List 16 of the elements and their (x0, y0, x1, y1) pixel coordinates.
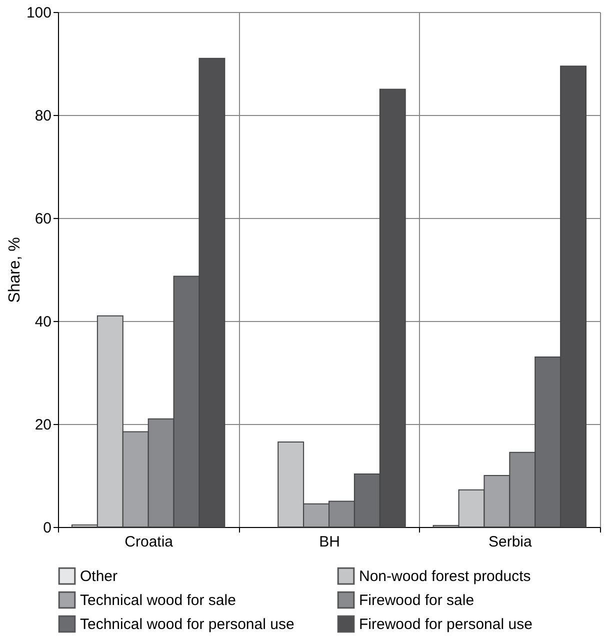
x-tick-label: BH (319, 534, 340, 550)
y-tick-label: 100 (26, 4, 52, 22)
legend-label: Non-wood forest products (359, 568, 531, 586)
y-axis-title: Share, % (6, 237, 24, 303)
legend-label: Other (80, 568, 118, 586)
y-tick-label: 0 (43, 520, 52, 536)
y-tick-label: 20 (34, 416, 52, 434)
y-tick-label: 40 (34, 314, 52, 330)
y-tick-label: 60 (34, 210, 52, 228)
legend-label: Firewood for sale (359, 592, 474, 609)
y-tick-label: 80 (34, 108, 52, 124)
legend-label: Technical wood for personal use (80, 616, 294, 633)
x-tick-label: Croatia (124, 534, 174, 550)
legend-label: Firewood for personal use (359, 616, 532, 633)
legend-label: Technical wood for sale (80, 592, 236, 609)
x-tick-label: Serbia (488, 534, 533, 550)
